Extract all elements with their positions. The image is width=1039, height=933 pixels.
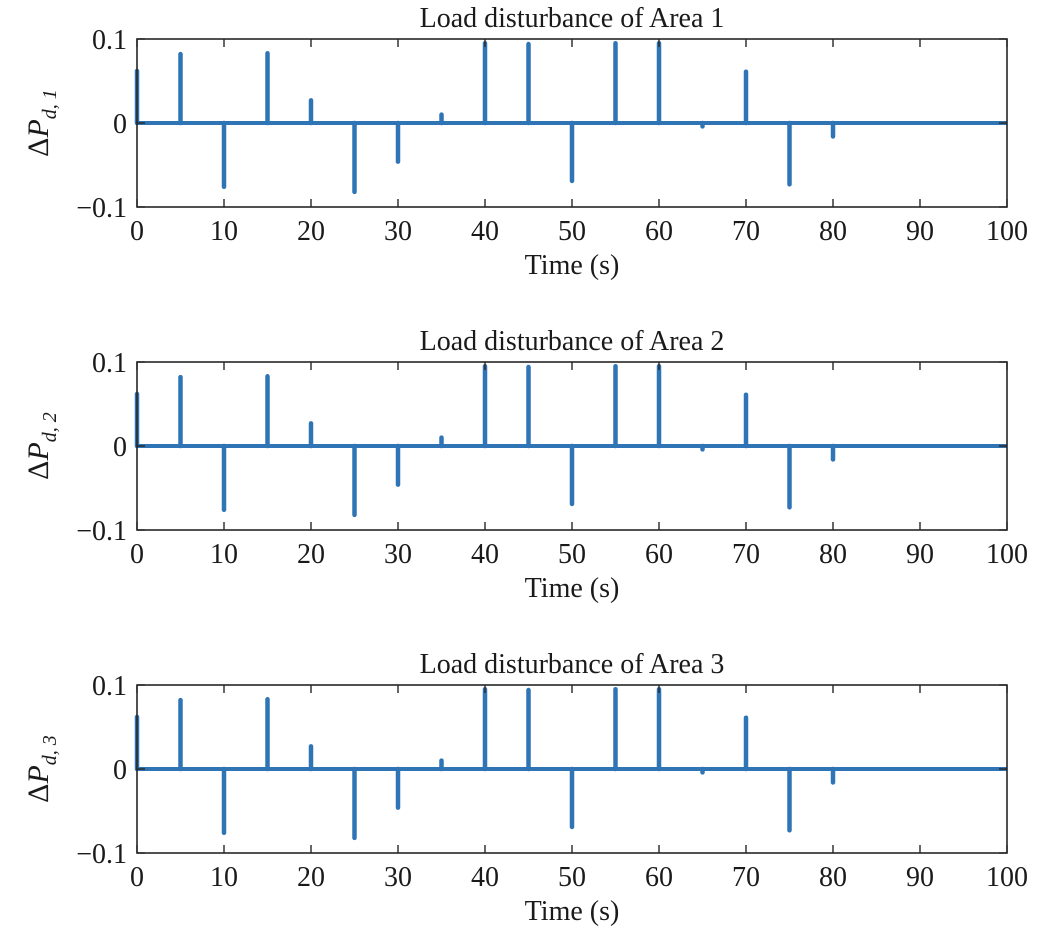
x-tick-label: 100 bbox=[986, 862, 1028, 893]
x-tick-label: 30 bbox=[384, 862, 412, 893]
x-tick-label: 100 bbox=[986, 216, 1028, 247]
y-axis-label: ΔPd, 3 bbox=[22, 735, 61, 803]
x-tick-label: 40 bbox=[471, 216, 499, 247]
y-tick-label: 0.1 bbox=[92, 25, 127, 56]
y-tick-label: −0.1 bbox=[76, 839, 127, 870]
x-tick-label: 80 bbox=[819, 862, 847, 893]
chart-panel-1: Load disturbance of Area 1 0 10 20 30 40 50 60 7… bbox=[22, 3, 1028, 281]
x-tick-label: 70 bbox=[732, 216, 760, 247]
x-tick-label: 80 bbox=[819, 539, 847, 570]
x-tick-label: 80 bbox=[819, 216, 847, 247]
y-axis-label-subscript: d, 3 bbox=[39, 735, 61, 765]
x-tick-label: 10 bbox=[210, 862, 238, 893]
x-tick-label: 70 bbox=[732, 862, 760, 893]
x-tick-label: 20 bbox=[297, 216, 325, 247]
x-axis-label: Time (s) bbox=[525, 573, 620, 604]
x-tick-label: 0 bbox=[130, 862, 144, 893]
x-axis-label: Time (s) bbox=[525, 896, 620, 927]
x-tick-label: 10 bbox=[210, 539, 238, 570]
y-tick-label: 0.1 bbox=[92, 671, 127, 702]
chart-panel-3: Load disturbance of Area 3 0 10 20 30 40 50 60 7… bbox=[22, 649, 1028, 927]
x-tick-label: 70 bbox=[732, 539, 760, 570]
x-tick-label: 30 bbox=[384, 216, 412, 247]
y-axis-label: ΔPd, 1 bbox=[22, 89, 61, 157]
y-tick-label: 0 bbox=[113, 109, 127, 140]
x-tick-label: 60 bbox=[645, 862, 673, 893]
x-tick-label: 30 bbox=[384, 539, 412, 570]
x-tick-label: 40 bbox=[471, 862, 499, 893]
x-tick-label: 0 bbox=[130, 539, 144, 570]
y-axis-label-delta: Δ bbox=[22, 138, 55, 157]
chart-title: Load disturbance of Area 3 bbox=[420, 649, 725, 680]
chart-panel-2: Load disturbance of Area 2 0 10 20 30 40 50 60 7… bbox=[22, 326, 1028, 604]
chart-title: Load disturbance of Area 2 bbox=[420, 326, 725, 357]
x-tick-label: 10 bbox=[210, 216, 238, 247]
x-tick-label: 60 bbox=[645, 216, 673, 247]
y-axis-label-delta: Δ bbox=[22, 461, 55, 480]
y-axis-label-subscript: d, 1 bbox=[39, 89, 61, 119]
y-tick-label: −0.1 bbox=[76, 193, 127, 224]
x-tick-label: 60 bbox=[645, 539, 673, 570]
y-axis-label: ΔPd, 2 bbox=[22, 412, 61, 480]
y-tick-label: 0.1 bbox=[92, 348, 127, 379]
y-axis-label-symbol: P bbox=[22, 119, 55, 138]
y-axis-label-symbol: P bbox=[22, 765, 55, 784]
y-tick-label: 0 bbox=[113, 432, 127, 463]
y-tick-label: 0 bbox=[113, 755, 127, 786]
x-tick-label: 20 bbox=[297, 539, 325, 570]
y-axis-label-subscript: d, 2 bbox=[39, 412, 61, 442]
x-tick-label: 90 bbox=[906, 539, 934, 570]
x-tick-label: 40 bbox=[471, 539, 499, 570]
y-tick-label: −0.1 bbox=[76, 516, 127, 547]
x-tick-label: 0 bbox=[130, 216, 144, 247]
x-tick-label: 50 bbox=[558, 539, 586, 570]
y-axis-label-delta: Δ bbox=[22, 784, 55, 803]
x-axis-label: Time (s) bbox=[525, 250, 620, 281]
x-tick-label: 90 bbox=[906, 216, 934, 247]
x-tick-label: 90 bbox=[906, 862, 934, 893]
x-tick-label: 50 bbox=[558, 216, 586, 247]
x-tick-label: 50 bbox=[558, 862, 586, 893]
chart-title: Load disturbance of Area 1 bbox=[420, 3, 725, 34]
x-tick-label: 20 bbox=[297, 862, 325, 893]
x-tick-label: 100 bbox=[986, 539, 1028, 570]
y-axis-label-symbol: P bbox=[22, 442, 55, 461]
